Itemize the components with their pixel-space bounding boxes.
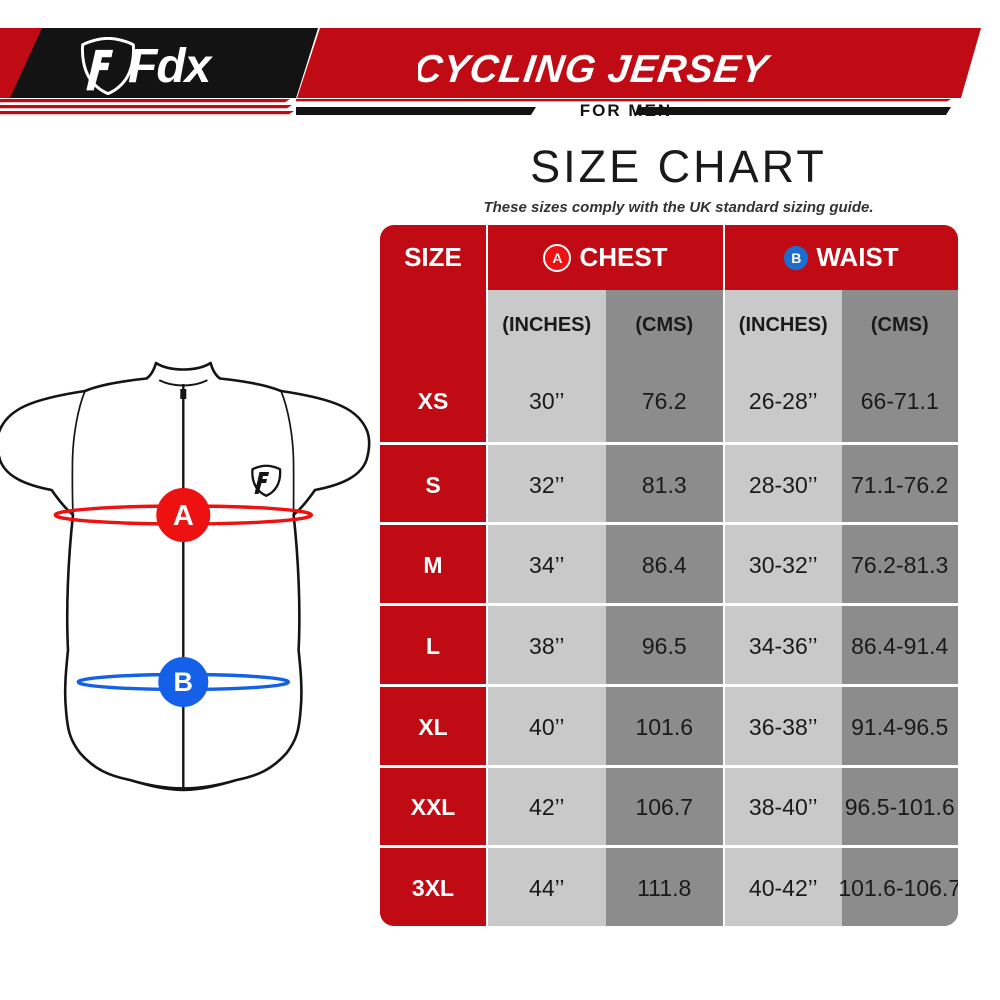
svg-text:Fdx: Fdx	[128, 40, 214, 93]
svg-text:CYCLING JERSEY: CYCLING JERSEY	[418, 48, 774, 91]
svg-text:A: A	[173, 500, 194, 532]
svg-text:B: B	[174, 667, 194, 697]
